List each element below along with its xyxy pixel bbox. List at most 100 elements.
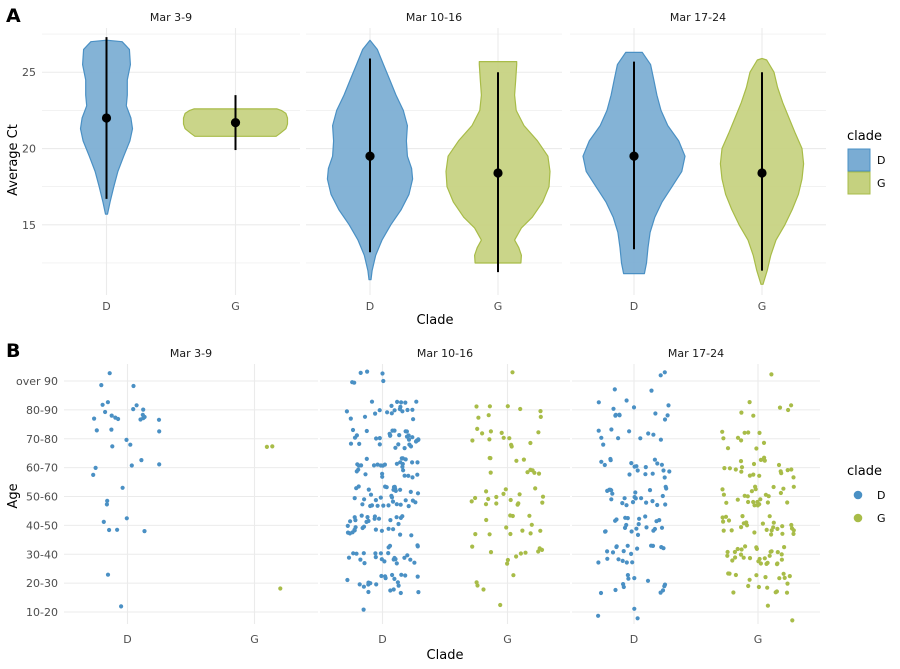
facet-title: Mar 10-16 [406,11,462,24]
data-point-D [410,475,415,480]
data-point-G [735,546,740,552]
data-point-D [621,549,626,554]
data-point-G [757,430,762,435]
data-point-G [747,577,752,582]
data-point-D [661,468,666,473]
data-point-D [350,427,356,433]
data-point-D [398,404,403,409]
data-point-D [415,460,420,465]
data-point-D [368,492,374,497]
data-point-D [617,412,622,417]
data-point-D [635,468,640,473]
legend-key-G [847,171,871,195]
data-point-D [630,500,636,505]
data-point-D [140,412,145,417]
mean-point [629,151,639,161]
data-point-D [605,556,610,561]
data-point-D [629,551,634,557]
y-axis-title: Average Ct [6,124,21,196]
data-point-G [494,501,499,506]
data-point-G [778,469,783,474]
data-point-G [791,484,796,489]
data-point-G [487,455,492,461]
data-point-G [767,553,772,558]
data-point-D [361,551,366,556]
data-point-D [392,576,397,582]
data-point-D [660,493,665,499]
data-point-G [739,469,744,474]
data-point-D [107,527,112,533]
data-point-D [385,410,390,415]
data-point-G [789,522,794,528]
data-point-G [780,524,785,529]
data-point-D [374,436,379,441]
data-point-D [644,525,649,530]
data-point-D [635,532,641,538]
data-point-G [751,461,757,467]
data-point-D [649,543,654,548]
data-point-G [752,503,757,508]
y-tick-label: over 90 [16,375,58,388]
data-point-G [494,494,499,500]
data-point-D [142,529,147,534]
x-tick-label: D [630,633,638,646]
data-point-D [609,427,614,432]
data-point-D [647,488,653,493]
data-point-D [368,503,373,509]
data-point-D [632,464,637,469]
data-point-D [373,498,378,503]
data-point-D [658,437,664,442]
data-point-D [620,558,625,564]
data-point-G [528,467,533,472]
data-point-D [374,582,379,587]
data-point-D [366,487,371,492]
x-tick-label: G [231,300,240,313]
data-point-D [386,526,391,531]
data-point-G [536,430,541,435]
data-point-D [392,485,397,490]
data-point-D [395,580,400,585]
data-point-D [365,369,370,374]
data-point-G [776,462,782,468]
data-point-D [380,471,385,476]
data-point-G [529,522,534,527]
data-point-D [629,461,634,466]
data-point-G [790,618,795,623]
data-point-G [786,407,791,413]
data-point-G [765,500,771,505]
data-point-D [650,499,655,504]
data-point-G [722,466,727,471]
data-point-D [622,525,628,531]
data-point-D [652,457,658,462]
data-point-G [733,467,738,472]
data-point-D [633,490,638,495]
data-point-D [396,442,401,447]
data-point-D [609,488,614,493]
data-point-G [505,404,510,409]
y-tick-label: 60-70 [26,462,58,475]
data-point-D [383,484,388,489]
data-point-G [725,549,730,555]
data-point-D [141,407,146,412]
data-point-D [119,604,124,609]
data-point-D [380,371,385,376]
data-point-D [365,515,370,520]
data-point-G [528,440,533,446]
data-point-D [353,518,358,523]
data-point-D [645,578,651,583]
data-point-G [740,514,745,519]
data-point-D [611,406,616,411]
data-point-G [781,571,786,576]
data-point-G [473,495,478,501]
data-point-D [602,462,607,468]
x-tick-label: G [503,633,512,646]
data-point-D [378,551,383,556]
data-point-D [404,434,410,439]
data-point-G [779,557,785,562]
data-point-D [396,583,401,588]
data-point-D [406,473,411,478]
data-point-G [739,465,745,470]
data-point-D [403,573,408,578]
facet-title: Mar 17-24 [668,347,724,360]
data-point-D [348,441,354,446]
